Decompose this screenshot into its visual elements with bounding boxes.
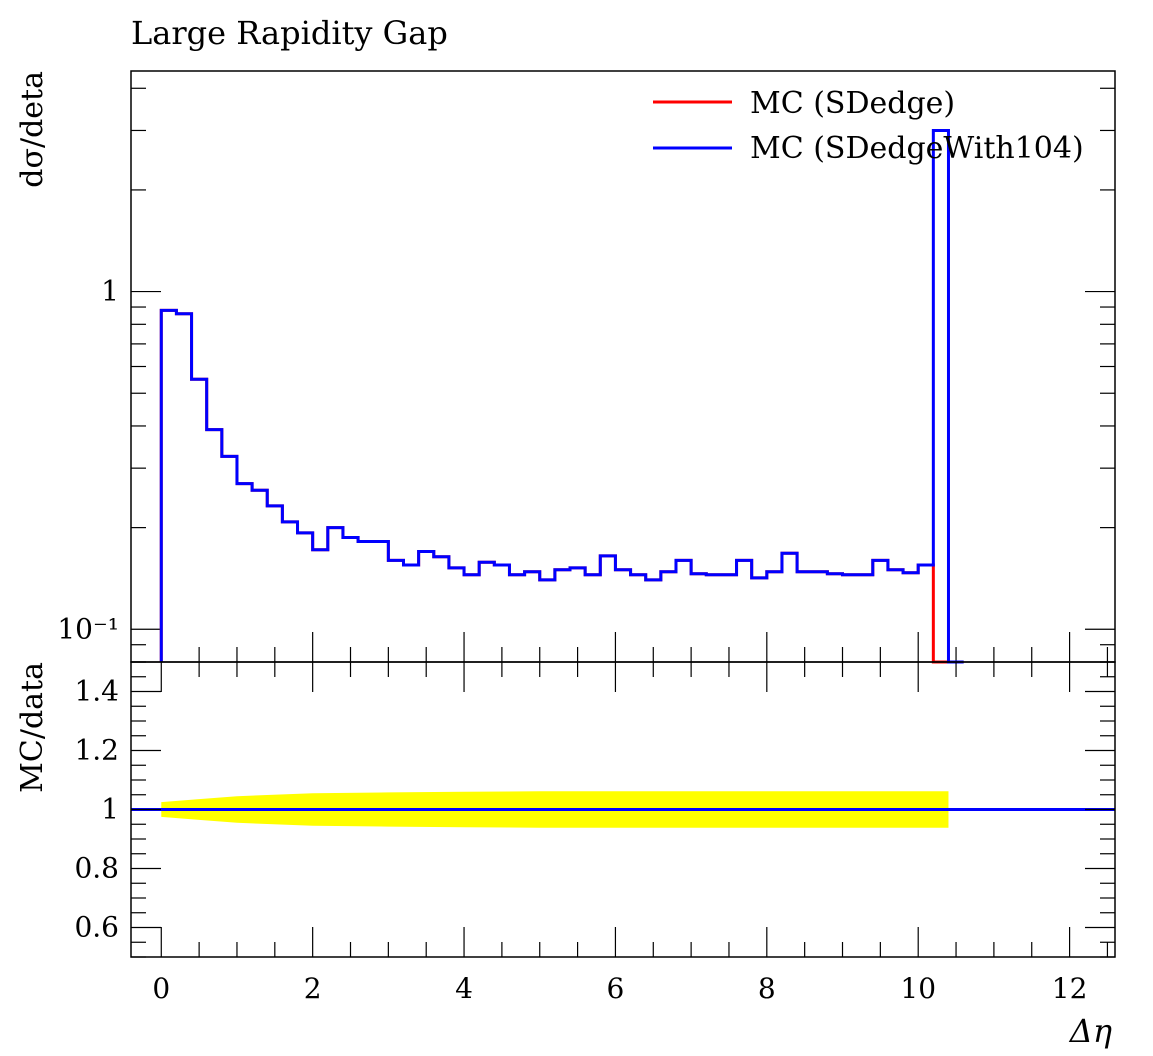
chart-title: Large Rapidity Gap [131, 14, 448, 52]
main-y-tick-label-1: 1 [101, 275, 119, 308]
ratio-band-group [131, 791, 1115, 828]
ratio-y-tick-label: 0.6 [74, 911, 119, 944]
x-tick-label: 0 [152, 972, 170, 1005]
ratio-y-tick-labels: 0.6 0.8 1 1.2 1.4 [74, 675, 119, 944]
legend: MC (SDedge) MC (SDedgeWith104) [653, 86, 1084, 166]
series-line-0 [159, 308, 964, 664]
ratio-frame [130, 661, 1116, 958]
main-y-tick-label-0.1: 10⁻¹ [57, 612, 119, 645]
ratio-y-tick-label: 1.2 [74, 734, 119, 767]
x-tick-label: 8 [758, 972, 776, 1005]
main-series-group [159, 128, 964, 664]
ratio-panel: MC/data 0.6 0.8 1 1.2 1.4 0 2 4 6 8 10 12 Δη [15, 661, 1116, 1050]
x-tick-label: 4 [455, 972, 473, 1005]
x-tick-label: 10 [900, 972, 936, 1005]
main-y-ticks [131, 87, 1115, 663]
ratio-y-tick-label: 1 [101, 793, 119, 826]
main-y-axis-label: dσ/deta [15, 71, 50, 188]
x-tick-label: 2 [304, 972, 322, 1005]
ratio-y-tick-label: 1.4 [74, 675, 119, 708]
series-line-1 [159, 128, 964, 664]
x-tick-label: 6 [607, 972, 625, 1005]
ratio-y-axis-label: MC/data [15, 662, 50, 793]
main-panel: dσ/deta 1 10⁻¹ MC (SDedge) MC (SDedgeWit… [15, 70, 1116, 664]
legend-label-sdedge: MC (SDedge) [750, 86, 955, 121]
x-tick-labels: 0 2 4 6 8 10 12 [152, 972, 1087, 1005]
x-axis-label: Δη [1068, 1012, 1112, 1050]
ratio-y-tick-label: 0.8 [74, 852, 119, 885]
legend-label-sdedgewith104: MC (SDedgeWith104) [750, 131, 1084, 166]
x-tick-label: 12 [1052, 972, 1088, 1005]
